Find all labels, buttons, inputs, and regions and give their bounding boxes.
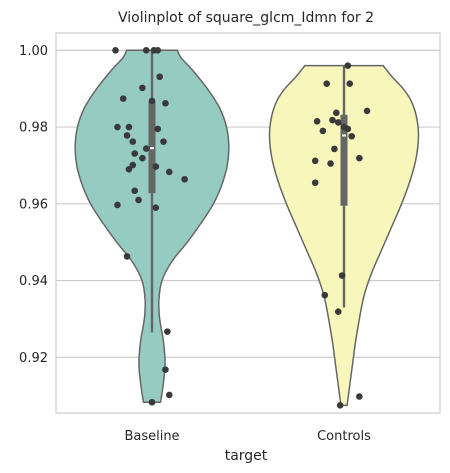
x-tick-label: Controls bbox=[317, 429, 371, 444]
data-point bbox=[344, 125, 352, 133]
data-point bbox=[313, 117, 321, 125]
data-point bbox=[152, 163, 160, 170]
data-point bbox=[319, 127, 327, 135]
data-point bbox=[129, 138, 137, 145]
y-tick-label: 0.96 bbox=[19, 197, 48, 212]
data-point bbox=[327, 160, 334, 167]
data-point bbox=[125, 123, 133, 131]
data-point bbox=[356, 393, 363, 400]
data-point bbox=[139, 154, 146, 162]
data-point bbox=[329, 116, 336, 124]
data-point bbox=[139, 84, 146, 92]
data-point bbox=[112, 46, 119, 54]
data-point bbox=[131, 150, 139, 157]
y-tick-labels: 0.92 0.94 0.96 0.98 1.00 bbox=[19, 44, 48, 366]
data-point bbox=[346, 80, 354, 87]
violins bbox=[74, 49, 420, 407]
data-point bbox=[333, 109, 340, 117]
plot-frame bbox=[55, 32, 441, 414]
data-point bbox=[334, 119, 342, 126]
data-point bbox=[334, 308, 342, 315]
x-tick-label: Baseline bbox=[124, 429, 179, 444]
data-point bbox=[338, 272, 346, 279]
data-point bbox=[154, 46, 162, 54]
data-point bbox=[331, 145, 338, 153]
iqr-box-controls bbox=[340, 114, 348, 206]
data-points bbox=[112, 46, 371, 409]
median-marker-baseline bbox=[150, 147, 154, 150]
median-marker-controls bbox=[342, 134, 346, 137]
data-point bbox=[162, 366, 169, 373]
data-point bbox=[129, 161, 137, 169]
data-point bbox=[123, 253, 131, 260]
data-point bbox=[181, 175, 188, 183]
data-point bbox=[348, 132, 355, 140]
data-point bbox=[165, 168, 173, 176]
data-point bbox=[336, 402, 344, 409]
data-point bbox=[156, 73, 163, 81]
y-tick-label: 0.98 bbox=[19, 121, 48, 136]
x-axis-label: target bbox=[225, 448, 268, 464]
iqr-box-baseline bbox=[148, 100, 156, 194]
data-point bbox=[165, 391, 173, 399]
data-point bbox=[135, 196, 142, 204]
data-point bbox=[323, 80, 331, 87]
chart-title: Violinplot of square_glcm_Idmn for 2 bbox=[118, 10, 374, 26]
data-point bbox=[363, 107, 371, 115]
data-point bbox=[148, 398, 156, 406]
data-point bbox=[164, 328, 171, 335]
y-tick-label: 0.94 bbox=[19, 274, 48, 289]
data-point bbox=[154, 125, 162, 133]
data-point bbox=[114, 201, 121, 209]
data-point bbox=[142, 46, 150, 54]
data-point bbox=[344, 62, 352, 69]
data-point bbox=[356, 154, 363, 162]
data-point bbox=[119, 95, 127, 102]
x-tick-labels: Baseline Controls bbox=[124, 429, 371, 444]
data-point bbox=[160, 138, 167, 145]
data-point bbox=[152, 204, 160, 211]
data-point bbox=[162, 99, 169, 107]
data-point bbox=[311, 157, 319, 165]
data-point bbox=[114, 123, 121, 131]
y-tick-label: 0.92 bbox=[19, 351, 48, 366]
data-point bbox=[148, 97, 156, 105]
data-point bbox=[123, 132, 131, 139]
y-tick-label: 1.00 bbox=[19, 44, 48, 59]
data-point bbox=[125, 165, 133, 173]
data-point bbox=[311, 179, 319, 186]
box-markers bbox=[148, 50, 348, 333]
data-point bbox=[142, 145, 150, 152]
data-point bbox=[131, 187, 139, 195]
data-point bbox=[321, 291, 329, 299]
